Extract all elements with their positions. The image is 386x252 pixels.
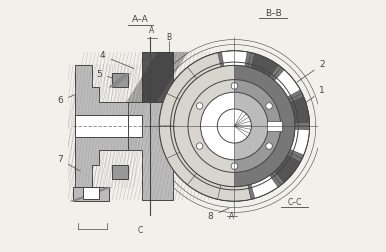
Text: B: B bbox=[167, 33, 172, 42]
Text: A: A bbox=[149, 26, 154, 35]
Wedge shape bbox=[248, 184, 255, 199]
Wedge shape bbox=[218, 185, 251, 201]
Wedge shape bbox=[272, 171, 284, 185]
Wedge shape bbox=[167, 152, 196, 185]
Bar bbox=[267, 121, 282, 131]
Wedge shape bbox=[159, 126, 180, 159]
Circle shape bbox=[196, 103, 203, 109]
Wedge shape bbox=[234, 51, 310, 201]
Wedge shape bbox=[248, 53, 255, 68]
Wedge shape bbox=[274, 70, 300, 97]
Text: 5: 5 bbox=[96, 70, 118, 79]
Wedge shape bbox=[290, 129, 310, 155]
Wedge shape bbox=[159, 93, 180, 126]
Text: C: C bbox=[138, 226, 143, 235]
Wedge shape bbox=[270, 173, 281, 187]
Text: 2: 2 bbox=[297, 60, 325, 82]
Wedge shape bbox=[290, 97, 310, 123]
Polygon shape bbox=[142, 52, 173, 102]
Wedge shape bbox=[171, 62, 234, 190]
Circle shape bbox=[217, 109, 251, 143]
Text: B–B: B–B bbox=[265, 9, 281, 18]
Text: A: A bbox=[229, 212, 234, 222]
Text: 6: 6 bbox=[57, 94, 75, 105]
Text: 1: 1 bbox=[298, 86, 325, 108]
Wedge shape bbox=[188, 80, 234, 172]
Circle shape bbox=[266, 103, 273, 109]
Wedge shape bbox=[295, 122, 310, 126]
Text: A–A: A–A bbox=[132, 15, 149, 24]
Circle shape bbox=[231, 83, 238, 89]
Wedge shape bbox=[159, 51, 234, 201]
Text: 4: 4 bbox=[100, 51, 134, 69]
Bar bbox=[75, 115, 130, 137]
Wedge shape bbox=[188, 173, 221, 199]
Wedge shape bbox=[288, 90, 302, 100]
Wedge shape bbox=[218, 52, 224, 67]
Wedge shape bbox=[289, 149, 304, 159]
Wedge shape bbox=[289, 93, 304, 103]
Bar bbox=[83, 187, 99, 199]
Polygon shape bbox=[75, 65, 128, 187]
Wedge shape bbox=[288, 152, 302, 162]
Circle shape bbox=[231, 163, 238, 169]
Text: 8: 8 bbox=[208, 208, 229, 221]
Text: C–C: C–C bbox=[287, 198, 302, 207]
Wedge shape bbox=[270, 65, 281, 79]
Wedge shape bbox=[222, 51, 247, 66]
Circle shape bbox=[196, 143, 203, 149]
Bar bbox=[128, 115, 142, 137]
Wedge shape bbox=[272, 67, 284, 81]
Wedge shape bbox=[251, 175, 278, 198]
Wedge shape bbox=[245, 52, 251, 67]
Bar bbox=[112, 73, 128, 87]
Wedge shape bbox=[274, 155, 300, 182]
Wedge shape bbox=[234, 92, 268, 160]
Wedge shape bbox=[251, 54, 278, 77]
Text: 3: 3 bbox=[173, 73, 191, 84]
Wedge shape bbox=[295, 126, 310, 130]
Circle shape bbox=[266, 143, 273, 149]
Circle shape bbox=[159, 51, 310, 201]
Text: 7: 7 bbox=[57, 155, 80, 171]
Wedge shape bbox=[234, 80, 281, 172]
Bar bbox=[112, 165, 128, 179]
Wedge shape bbox=[188, 53, 221, 79]
Polygon shape bbox=[128, 52, 173, 200]
Wedge shape bbox=[200, 92, 234, 160]
Bar bbox=[73, 187, 109, 201]
Wedge shape bbox=[167, 67, 196, 100]
Wedge shape bbox=[234, 62, 298, 190]
